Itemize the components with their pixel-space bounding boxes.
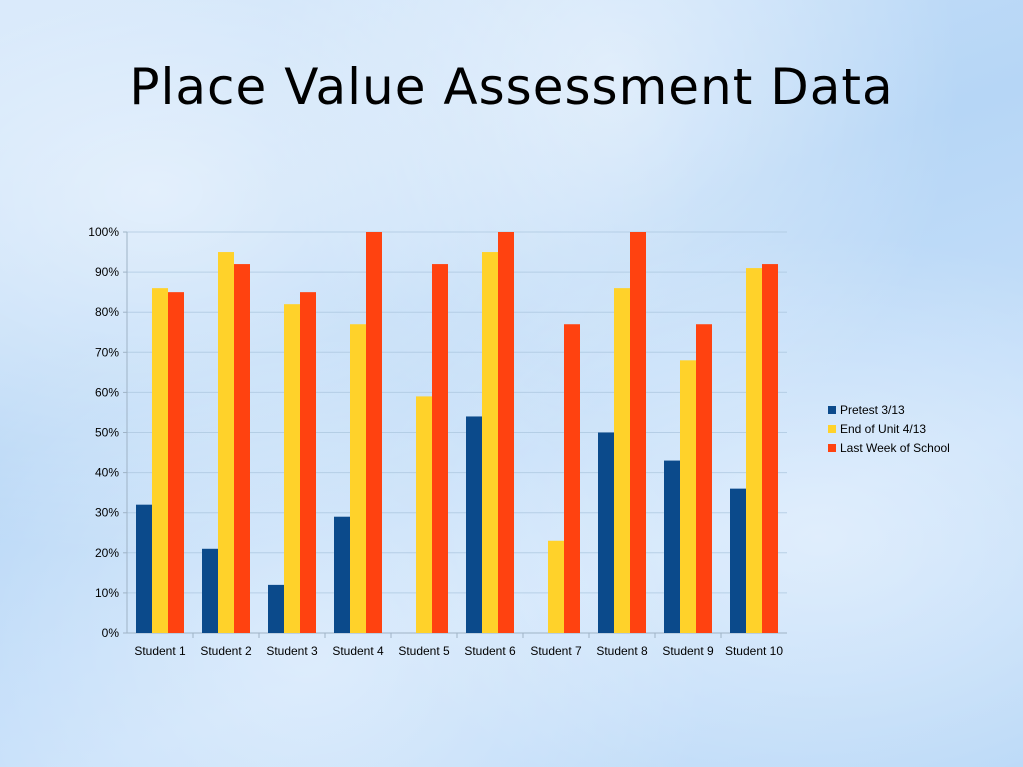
bar [548, 540, 564, 633]
bar [664, 460, 680, 633]
bar [218, 252, 234, 634]
bar [630, 232, 646, 633]
x-category-label: Student 1 [134, 644, 186, 658]
bar [350, 324, 366, 633]
bar [498, 232, 514, 633]
x-axis-categories: Student 1 Student 2 Student 3 Student 4 Stud… [134, 644, 783, 658]
y-tick-label: 40% [95, 466, 119, 480]
bar [432, 264, 448, 633]
y-tick-label: 60% [95, 385, 119, 399]
x-category-label: Student 4 [332, 644, 384, 658]
bar [466, 416, 482, 633]
x-category-label: Student 9 [662, 644, 714, 658]
chart-legend: Pretest 3/13 End of Unit 4/13 Last Week of… [828, 403, 950, 455]
bar [284, 304, 300, 633]
bar [268, 584, 284, 633]
x-category-label: Student 2 [200, 644, 252, 658]
legend-label: Pretest 3/13 [840, 403, 905, 417]
y-tick-label: 70% [95, 345, 119, 359]
legend-label: End of Unit 4/13 [840, 422, 926, 436]
x-category-label: Student 8 [596, 644, 648, 658]
page-title: Place Value Assessment Data [129, 58, 894, 116]
bar [202, 548, 218, 633]
bar [598, 432, 614, 633]
bar [680, 360, 696, 633]
x-category-label: Student 6 [464, 644, 516, 658]
bar [746, 268, 762, 633]
bar [564, 324, 580, 633]
y-tick-label: 10% [95, 586, 119, 600]
x-category-label: Student 7 [530, 644, 582, 658]
legend-swatch [828, 444, 836, 452]
y-tick-label: 0% [102, 626, 120, 640]
bar [696, 324, 712, 633]
y-tick-label: 80% [95, 305, 119, 319]
legend-label: Last Week of School [840, 441, 950, 455]
bar [416, 396, 432, 633]
bar [614, 288, 630, 633]
legend-swatch [828, 406, 836, 414]
x-category-label: Student 10 [725, 644, 783, 658]
y-tick-label: 30% [95, 506, 119, 520]
bar [730, 488, 746, 633]
x-category-label: Student 3 [266, 644, 318, 658]
bar [168, 292, 184, 633]
bar [234, 264, 250, 633]
y-tick-label: 90% [95, 265, 119, 279]
bar [300, 292, 316, 633]
bar [762, 264, 778, 633]
bar [136, 504, 152, 633]
bar [334, 516, 350, 633]
bar [482, 252, 498, 634]
y-axis-ticks: 0% 10% 20% 30% 40% 50% 60% 70% 80% 90% 100% [88, 225, 119, 640]
bar [366, 232, 382, 633]
y-tick-label: 100% [88, 225, 119, 239]
bars [136, 232, 778, 634]
bar [152, 288, 168, 633]
y-tick-label: 50% [95, 426, 119, 440]
x-category-label: Student 5 [398, 644, 450, 658]
legend-swatch [828, 425, 836, 433]
y-tick-label: 20% [95, 546, 119, 560]
